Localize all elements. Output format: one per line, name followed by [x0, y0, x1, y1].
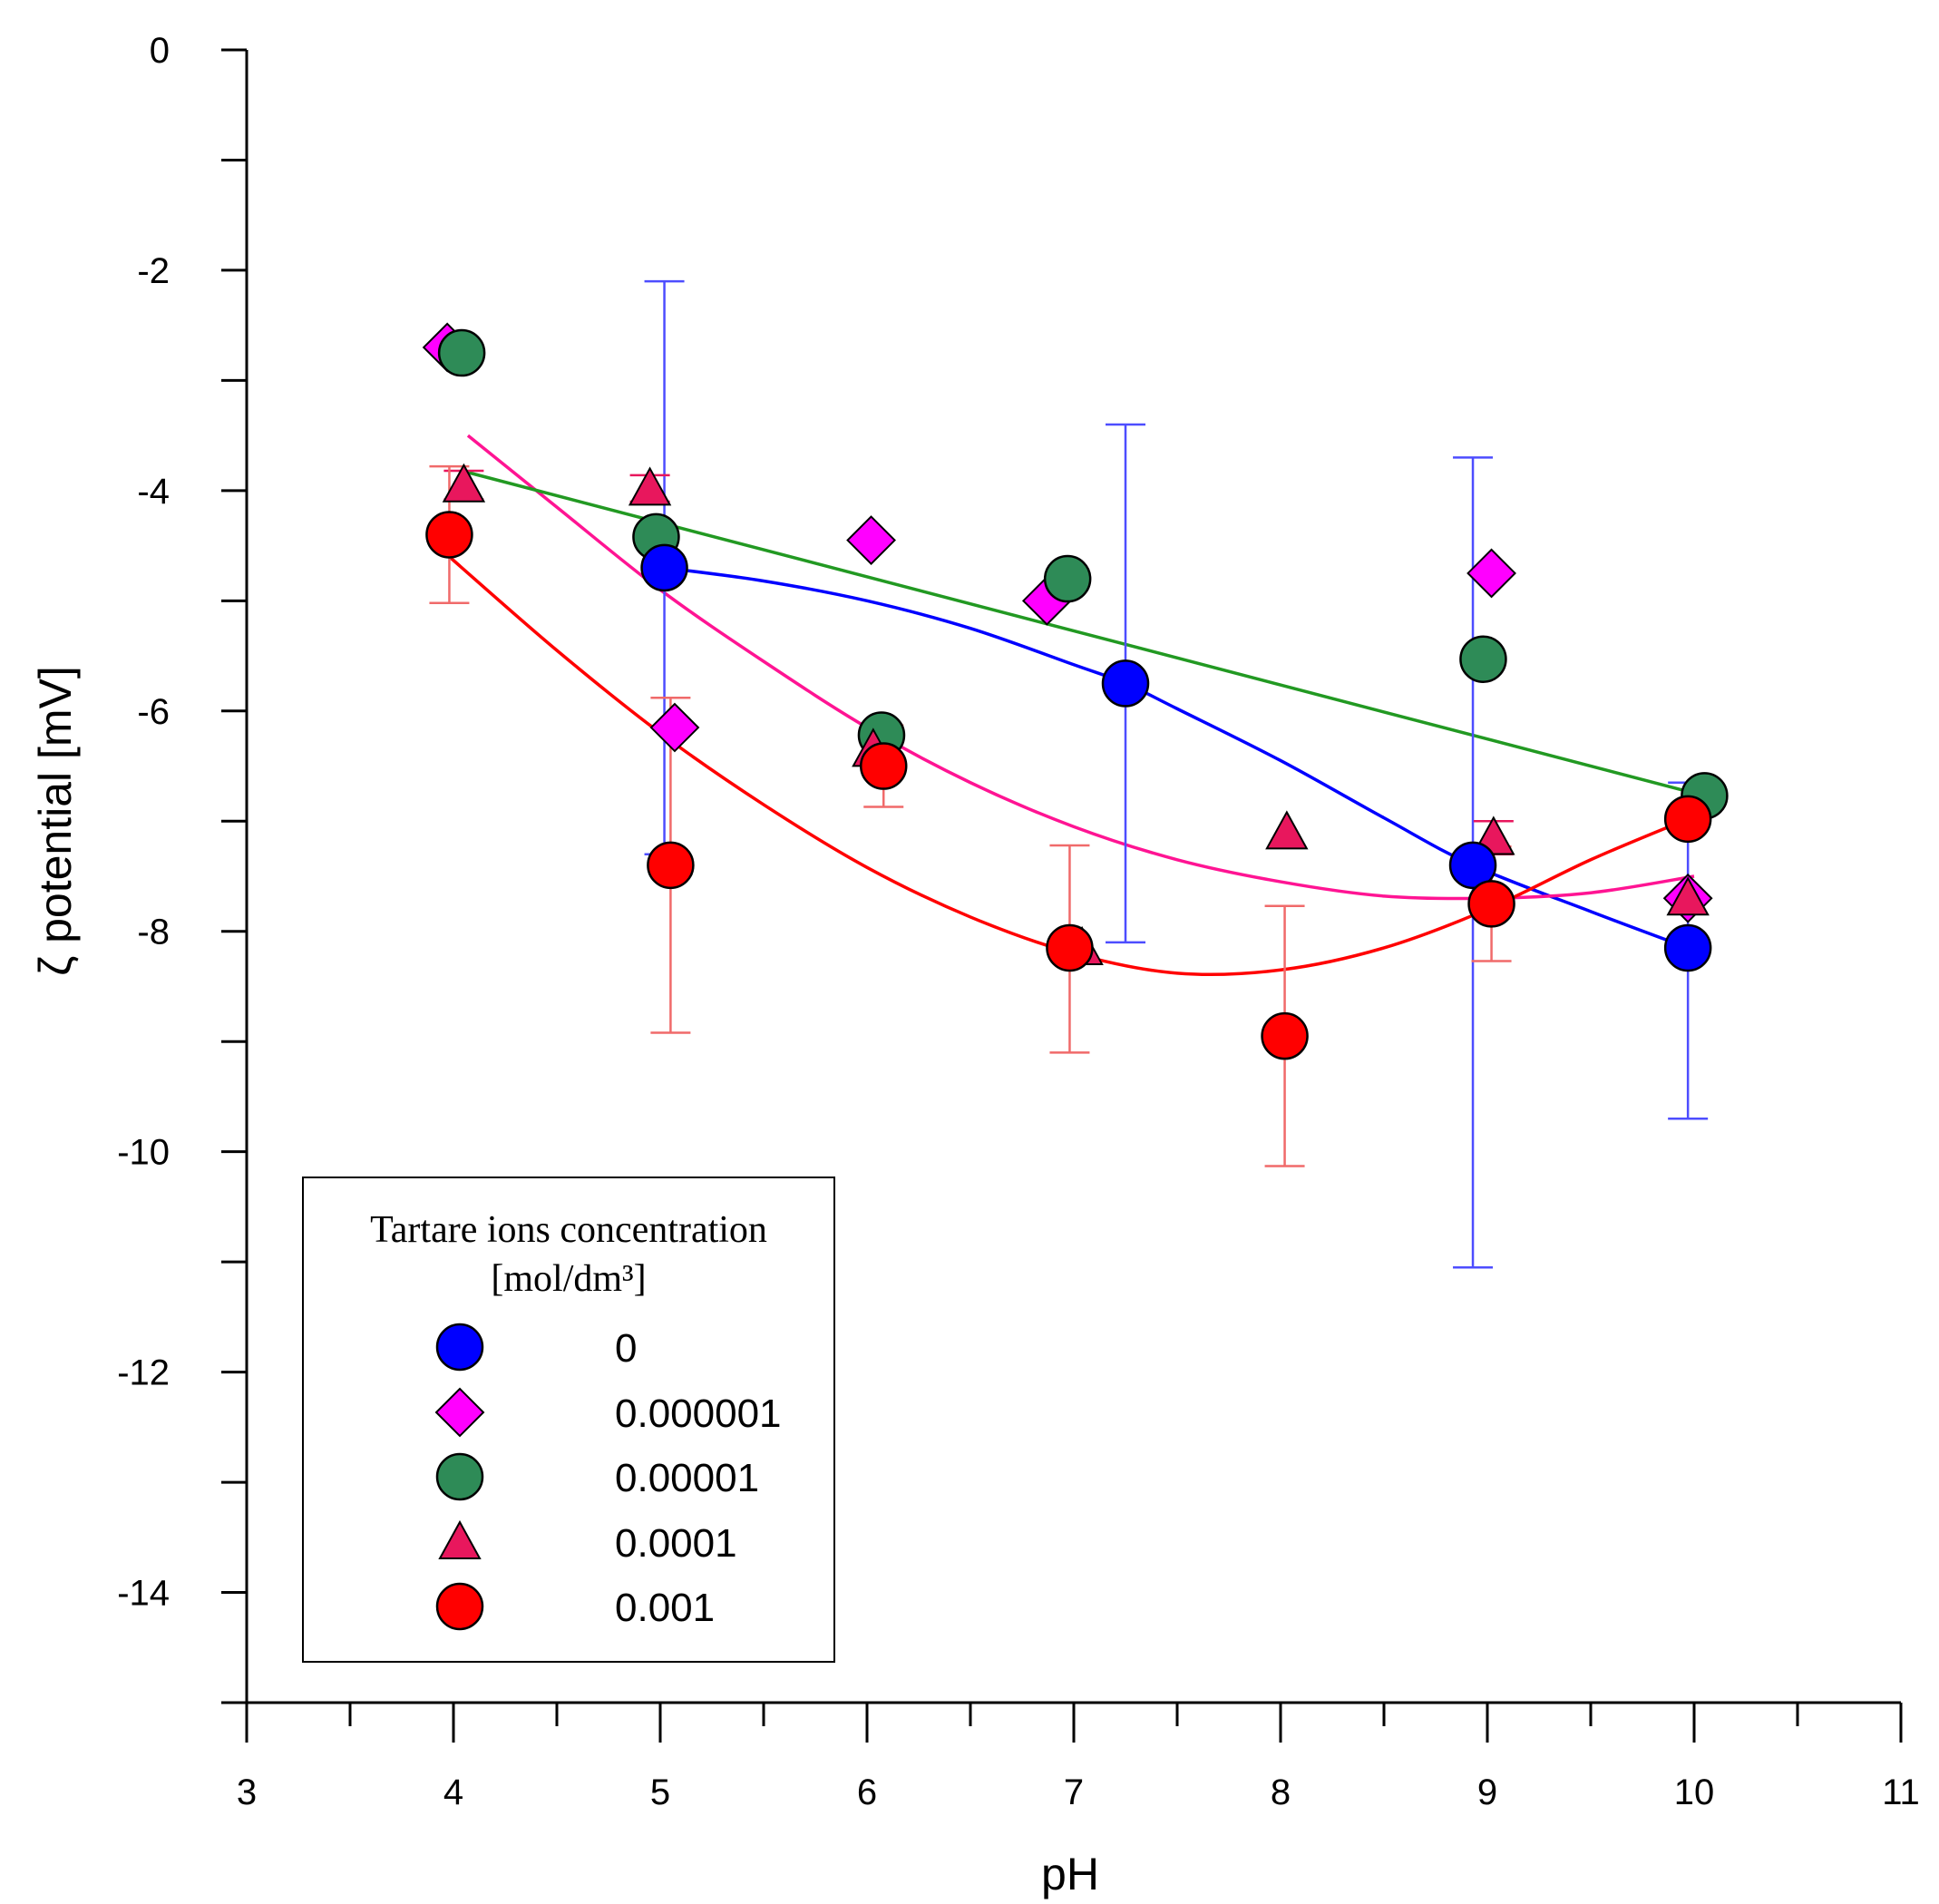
legend-entries: 0 0.000001 0.00001 0.0001 0.001: [434, 1323, 782, 1631]
legend: Tartare ions concentration [mol/dm³] 0 0.…: [302, 1177, 835, 1663]
x-tick-label: 6: [857, 1772, 877, 1812]
legend-label-0.00001: 0.00001: [615, 1456, 759, 1500]
legend-label-0: 0: [615, 1326, 637, 1371]
data-point-0.000001: [1466, 548, 1516, 599]
data-point-0.00001: [1043, 554, 1092, 603]
legend-title: Tartare ions concentration: [370, 1209, 767, 1251]
legend-label-0.0001: 0.0001: [615, 1521, 737, 1566]
legend-marker-0.000001: [434, 1387, 485, 1438]
legend-marker-0.0001: [438, 1519, 482, 1559]
y-tick-label: -2: [137, 251, 170, 291]
x-tick-label: 7: [1064, 1772, 1084, 1812]
legend-subtitle: [mol/dm³]: [491, 1258, 646, 1300]
data-point-0: [1448, 841, 1497, 890]
x-tick-label: 8: [1271, 1772, 1291, 1812]
x-tick-label: 9: [1477, 1772, 1497, 1812]
y-tick-label: -14: [117, 1574, 170, 1614]
legend-label-0.000001: 0.000001: [615, 1391, 782, 1436]
data-point-0.0001: [442, 463, 486, 503]
data-point-0.001: [647, 841, 695, 890]
legend-marker-0.001: [435, 1582, 484, 1631]
data-point-0: [1663, 923, 1712, 972]
x-tick-label: 5: [650, 1772, 670, 1812]
data-point-0.001: [1046, 923, 1094, 972]
data-point-0: [640, 543, 688, 592]
y-tick-label: -4: [137, 472, 170, 512]
data-point-0.001: [1467, 880, 1515, 928]
data-point-0.001: [425, 511, 473, 559]
legend-marker-0: [435, 1323, 484, 1372]
legend-marker-0.00001: [435, 1452, 484, 1501]
data-point-0.0001: [1666, 876, 1710, 916]
data-point-0.001: [1663, 795, 1712, 844]
legend-box: [302, 1177, 835, 1663]
x-tick-label: 11: [1882, 1772, 1920, 1812]
y-tick-label: -10: [117, 1133, 170, 1173]
y-tick-label: -8: [137, 913, 170, 952]
data-point-0.001: [1261, 1011, 1309, 1060]
x-tick-label: 3: [237, 1772, 257, 1812]
x-tick-label: 4: [443, 1772, 463, 1812]
y-tick-label: -6: [137, 692, 170, 732]
x-tick-label: 10: [1674, 1772, 1715, 1812]
fit-lines: [448, 434, 1705, 977]
data-point-0.000001: [649, 702, 700, 753]
legend-label-0.001: 0.001: [615, 1586, 715, 1630]
fit-line-0: [664, 566, 1689, 950]
data-point-0.001: [859, 742, 908, 790]
error-bars: [429, 279, 1709, 1269]
data-point-0.000001: [846, 515, 896, 565]
data-point-0.00001: [1459, 635, 1507, 683]
y-tick-label: 0: [150, 31, 170, 71]
data-points: [422, 322, 1729, 1060]
data-point-0.0001: [1265, 810, 1309, 850]
data-point-0.00001: [437, 328, 486, 377]
y-axis-title: ζ potential [mV]: [30, 666, 81, 976]
axes: 0 -2 -4 -6 -8 -10 -12 -14 3 4 5 6 7 8 9 10 11: [117, 31, 1920, 1812]
data-point-0.0001: [628, 466, 672, 506]
data-point-0: [1101, 659, 1150, 708]
x-axis-title: pH: [1041, 1849, 1099, 1899]
y-tick-label: -12: [117, 1353, 170, 1393]
